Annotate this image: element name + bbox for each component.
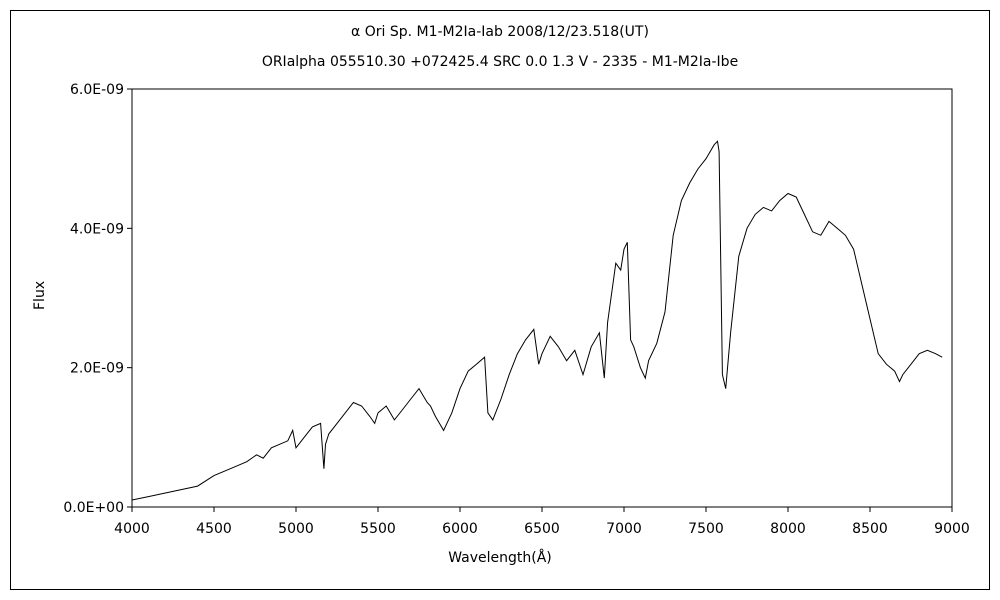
y-tick-label: 0.0E+00 [63,500,124,516]
x-tick-label: 4500 [196,521,232,537]
y-tick-label: 4.0E-09 [70,221,124,237]
x-tick-label: 6500 [524,521,560,537]
y-tick-label: 2.0E-09 [70,361,124,377]
x-tick-label: 8500 [852,521,888,537]
chart-title: α Ori Sp. M1-M2Ia-Iab 2008/12/23.518(UT) [351,24,649,40]
x-tick-label: 5500 [360,521,396,537]
plot-area [131,88,953,508]
x-tick-label: 6000 [442,521,478,537]
spectrum-line [131,140,943,501]
x-tick-label: 8000 [770,521,806,537]
y-axis-label: Flux [32,280,48,310]
x-tick-label: 7500 [688,521,724,537]
y-tick-label: 6.0E-09 [70,82,124,98]
x-tick-label: 5000 [278,521,314,537]
x-tick-label: 4000 [114,521,150,537]
chart-subtitle: ORIalpha 055510.30 +072425.4 SRC 0.0 1.3… [261,54,739,70]
x-tick-label: 9000 [934,521,970,537]
x-axis-label: Wavelength(Å) [448,550,552,566]
x-tick-label: 7000 [606,521,642,537]
chart-frame [10,10,990,590]
